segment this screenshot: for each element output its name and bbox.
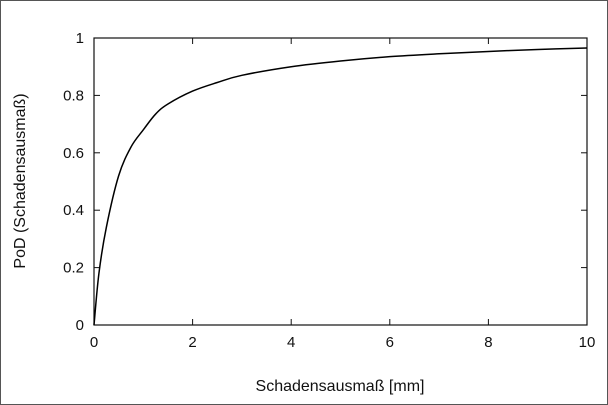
x-tick-label: 10 bbox=[579, 334, 596, 351]
x-tick-label: 6 bbox=[386, 334, 394, 351]
x-tick-label: 2 bbox=[188, 334, 196, 351]
y-axis-title: PoD (Schadensausmaß) bbox=[12, 93, 29, 268]
y-tick-label: 0 bbox=[76, 317, 84, 334]
y-tick-label: 0.6 bbox=[63, 145, 84, 162]
x-tick-label: 8 bbox=[484, 334, 492, 351]
y-tick-label: 0.2 bbox=[63, 260, 84, 277]
pod-curve bbox=[93, 47, 588, 326]
plot-area bbox=[93, 37, 588, 326]
x-tick-label: 4 bbox=[287, 334, 295, 351]
y-tick-label: 0.8 bbox=[63, 87, 84, 104]
x-axis-title: Schadensausmaß [mm] bbox=[256, 378, 425, 395]
y-tick-label: 0.4 bbox=[63, 202, 84, 219]
x-tick-label: 0 bbox=[90, 334, 98, 351]
y-tick-label: 1 bbox=[76, 30, 84, 47]
